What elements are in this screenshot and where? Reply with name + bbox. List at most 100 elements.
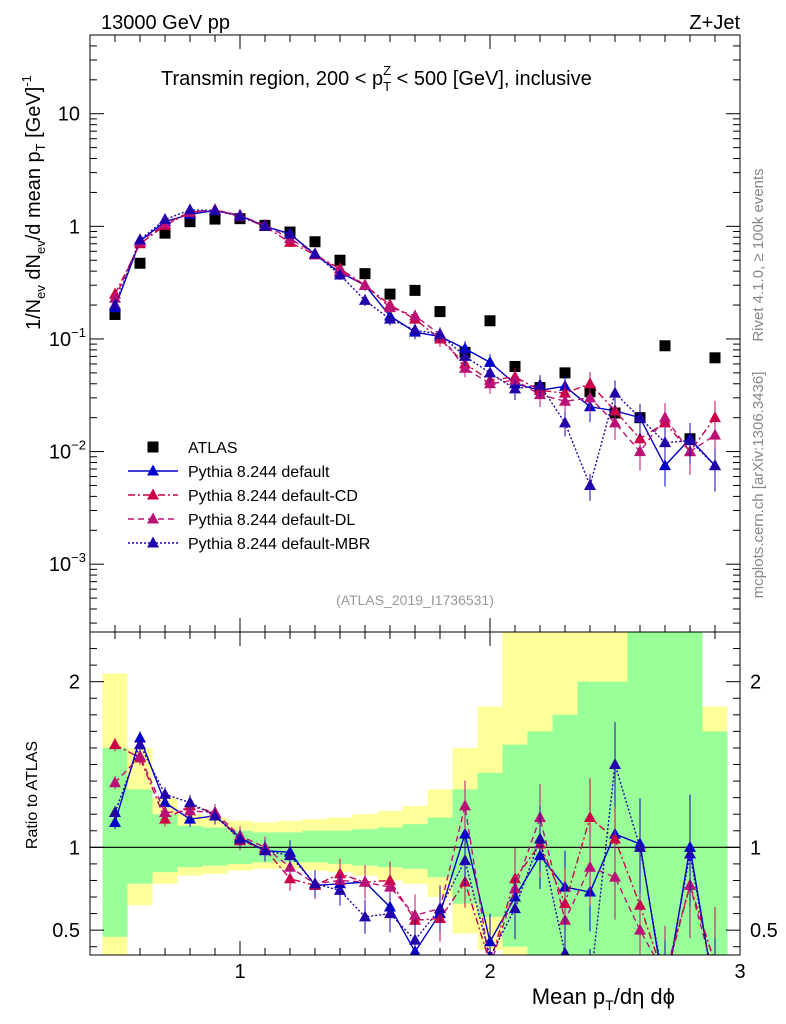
data-point <box>709 428 721 440</box>
x-tick-label: 2 <box>484 961 495 983</box>
data-point <box>384 288 396 300</box>
data-point <box>134 257 146 269</box>
data-point <box>434 327 446 339</box>
ratio-point <box>459 799 471 811</box>
legend-marker <box>147 464 159 476</box>
y-tick-label: 10−3 <box>49 550 86 576</box>
legend-marker <box>147 441 159 453</box>
ratio-point <box>134 738 146 750</box>
data-point <box>359 293 371 305</box>
data-point <box>609 386 621 398</box>
data-point <box>409 284 421 296</box>
ratio-point <box>309 877 321 889</box>
band-bin <box>302 830 328 863</box>
data-point <box>409 309 421 321</box>
ratio-point <box>459 827 471 839</box>
legend-item: Pythia 8.244 default-CD <box>128 488 358 505</box>
legend-label: Pythia 8.244 default-CD <box>188 488 358 505</box>
series-pythia-8-244-default-mbr <box>109 203 721 501</box>
legend-label: Pythia 8.244 default-MBR <box>188 536 370 553</box>
ratio-point <box>134 731 146 743</box>
y-tick-label: 10 <box>58 104 80 126</box>
data-point <box>584 391 596 403</box>
ratio-frame <box>89 631 741 956</box>
ratio-point <box>709 990 721 1001</box>
ratio-point <box>359 875 371 887</box>
data-point <box>209 213 221 225</box>
data-point <box>659 459 671 471</box>
main-axis-ticks: 10 1 10−1 10−2 10−3 <box>49 34 741 955</box>
data-point <box>334 254 346 266</box>
ratio-point <box>409 908 421 920</box>
legend-item: Pythia 8.244 default-MBR <box>128 536 370 553</box>
ratio-y-tick-label: 0.5 <box>52 920 80 942</box>
data-point <box>109 298 121 310</box>
y-tick-label: 10−2 <box>49 438 86 464</box>
ratio-point <box>487 950 493 955</box>
ratio-point <box>209 809 221 821</box>
analysis-id: (ATLAS_2019_I1736531) <box>336 592 494 608</box>
data-point <box>334 268 346 280</box>
ratio-series-pythia-8-244-default-dl <box>109 749 721 983</box>
ratio-point <box>159 796 171 808</box>
data-point <box>584 478 596 490</box>
ratio-point <box>384 880 396 892</box>
ratio-point <box>159 806 171 818</box>
ratio-point <box>509 902 521 914</box>
band-bin <box>177 825 203 868</box>
legend-item: Pythia 8.244 default-DL <box>128 512 355 529</box>
data-point <box>234 209 246 221</box>
band-bin <box>202 827 228 866</box>
data-point <box>109 291 121 303</box>
ratio-point <box>109 806 121 818</box>
data-point <box>359 278 371 290</box>
ratio-point <box>109 815 121 827</box>
data-point <box>309 247 321 259</box>
data-point <box>584 377 596 389</box>
ratio-y-axis-label: Ratio to ATLAS <box>24 741 41 849</box>
data-point <box>209 204 221 216</box>
data-point <box>534 378 546 390</box>
data-point <box>484 366 496 378</box>
ratio-point <box>334 883 346 895</box>
band-bin <box>477 772 503 917</box>
main-y-axis-label: 1/Nev dNev/d mean pT [GeV]-1 <box>19 75 48 330</box>
ratio-y-tick-label: 1 <box>69 837 80 859</box>
ratio-point <box>109 738 121 750</box>
data-point <box>659 411 671 423</box>
ratio-point <box>184 796 196 808</box>
data-point <box>709 352 721 364</box>
mcplots-label: mcplots.cern.ch [arXiv:1306.3436] <box>750 372 767 599</box>
ratio-point <box>609 870 621 882</box>
ratio-point <box>709 972 721 983</box>
y-tick-label: 10−1 <box>49 325 86 351</box>
data-point <box>134 233 146 245</box>
ratio-point <box>684 847 696 859</box>
ratio-point <box>134 749 146 761</box>
legend-item: ATLAS <box>147 440 238 457</box>
data-point <box>459 349 471 361</box>
data-point <box>434 306 446 318</box>
ratio-point <box>659 973 671 984</box>
data-point <box>659 436 671 448</box>
data-point <box>459 342 471 354</box>
ratio-point <box>159 787 171 799</box>
data-point <box>184 203 196 215</box>
rivet-label: Rivet 4.1.0, ≥ 100k events <box>750 168 767 341</box>
legend-label: ATLAS <box>188 440 238 457</box>
ratio-point <box>609 758 621 770</box>
data-point <box>384 301 396 313</box>
data-point <box>634 432 646 444</box>
legend-item: Pythia 8.244 default <box>128 464 330 481</box>
data-point <box>509 360 521 372</box>
band-bin <box>652 632 678 955</box>
data-point <box>634 411 646 423</box>
data-point <box>359 268 371 280</box>
ratio-point <box>459 854 471 866</box>
data-point <box>609 416 621 428</box>
data-point <box>159 227 171 239</box>
ratio-point <box>659 968 671 979</box>
data-point <box>159 213 171 225</box>
legend: ATLAS Pythia 8.244 default Pythia 8.244 de… <box>128 440 370 553</box>
ratio-series-pythia-8-244-default-mbr <box>109 722 716 955</box>
